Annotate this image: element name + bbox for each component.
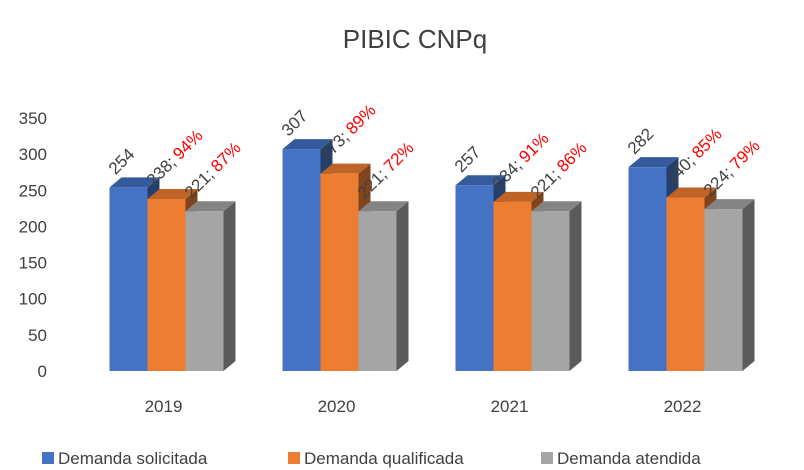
data-label: 282 [624,124,657,157]
bar [185,211,224,371]
bar-top [704,199,755,210]
bar-top [147,188,198,199]
data-label-value: 307 [278,106,311,139]
y-tick-label: 50 [28,326,47,345]
data-label-percent: 79% [726,136,763,173]
data-label-percent: 94% [169,126,206,163]
bar-top [628,157,679,168]
bar-side [569,201,582,371]
bar [109,187,148,371]
data-label-value: 254 [105,145,138,178]
bar-top [358,201,409,212]
y-tick-label: 300 [19,145,47,164]
bar-top [666,187,717,198]
data-label-percent: 89% [342,101,379,138]
data-label-percent: 87% [207,138,244,175]
bar-side [742,199,755,371]
bar-side [396,201,409,371]
legend-label: Demanda atendida [557,449,701,468]
bar-top [282,139,333,150]
y-tick-label: 0 [38,362,47,381]
bar [628,167,667,371]
bar-top [455,175,506,186]
data-label-percent: 86% [553,138,590,175]
data-label-value: 282 [624,124,657,157]
bar-top [320,163,371,174]
legend-label: Demanda solicitada [58,449,208,468]
bar-top [109,177,160,188]
x-tick-label: 2021 [491,397,529,416]
data-label-percent: 72% [380,138,417,175]
bar [358,211,397,371]
data-label: 273;89% [316,101,380,165]
y-tick-label: 100 [19,290,47,309]
data-label-value: 257 [451,143,484,176]
y-tick-label: 350 [19,109,47,128]
x-tick-label: 2020 [318,397,356,416]
legend-label: Demanda qualificada [304,449,464,468]
chart-title: PIBIC CNPq [343,24,488,54]
data-label: 254 [105,145,138,178]
bar-top [493,191,544,202]
bar [704,209,743,371]
data-label: 307 [278,106,311,139]
x-tick-label: 2022 [664,397,702,416]
bar-top [531,201,582,212]
legend-swatch [288,452,300,464]
legend-swatch [42,452,54,464]
bar [493,201,532,371]
bar [320,173,359,371]
y-tick-label: 150 [19,254,47,273]
data-label-percent: 85% [688,125,725,162]
x-tick-label: 2019 [145,397,183,416]
bar [531,211,570,371]
bar-top [185,201,236,212]
data-label: 257 [451,143,484,176]
bar-side [223,201,236,371]
data-label-percent: 91% [515,129,552,166]
y-tick-label: 200 [19,217,47,236]
bar [282,149,321,371]
bar [455,185,494,371]
bar [147,198,186,371]
bar [666,197,705,371]
y-tick-label: 250 [19,181,47,200]
legend-swatch [541,452,553,464]
